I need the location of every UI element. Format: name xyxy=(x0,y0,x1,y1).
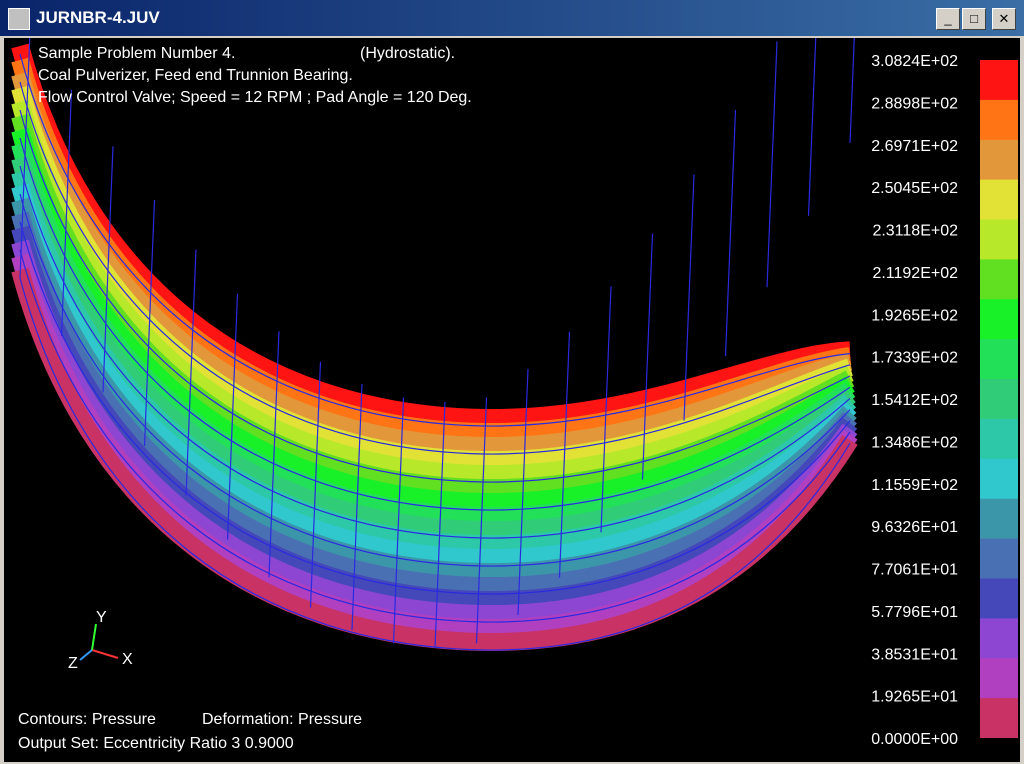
mesh-line xyxy=(19,81,851,455)
mesh-line xyxy=(19,221,851,595)
window-title: JURNBR-4.JUV xyxy=(36,8,160,27)
legend-swatch xyxy=(980,698,1018,738)
legend-swatch xyxy=(980,618,1018,659)
footer-line: Contours: Pressure xyxy=(18,711,156,728)
legend-label: 2.6971E+02 xyxy=(871,138,958,155)
mesh-line xyxy=(807,38,817,216)
mesh-line xyxy=(19,53,851,427)
mesh-line xyxy=(226,293,239,540)
legend-label: 9.6326E+01 xyxy=(871,519,958,536)
legend-swatch xyxy=(980,179,1018,221)
app-icon xyxy=(8,8,30,30)
legend-swatch xyxy=(980,139,1018,181)
minimize-button[interactable]: _ xyxy=(936,8,960,30)
legend-swatch xyxy=(980,259,1018,300)
mesh-line xyxy=(600,286,612,533)
mesh-line xyxy=(475,397,488,644)
footer-line: Deformation: Pressure xyxy=(202,711,362,728)
legend-swatch xyxy=(980,458,1018,500)
header-line: (Hydrostatic). xyxy=(360,45,455,62)
header-line: Flow Control Valve; Speed = 12 RPM ; Pad… xyxy=(38,89,472,106)
plot-area: Sample Problem Number 4. (Hydrostatic). … xyxy=(4,38,1020,762)
legend-swatch xyxy=(980,60,1018,101)
mesh-line xyxy=(641,233,654,480)
y-axis xyxy=(91,623,97,651)
legend-label: 1.1559E+02 xyxy=(871,477,958,494)
legend-label: 3.8531E+01 xyxy=(871,646,958,663)
mesh-line xyxy=(724,109,737,357)
legend-label: 1.9265E+02 xyxy=(871,307,958,324)
z-axis xyxy=(79,649,93,661)
legend-label: 2.3118E+02 xyxy=(872,223,958,240)
mesh-line xyxy=(517,368,529,615)
contour-band xyxy=(11,267,858,652)
legend-label: 1.5412E+02 xyxy=(871,392,958,409)
mesh-line xyxy=(19,277,851,651)
x-axis xyxy=(91,649,119,659)
legend-swatch xyxy=(980,299,1018,340)
legend-swatch xyxy=(980,578,1018,619)
y-label: Y xyxy=(96,609,107,626)
header-line: Coal Pulverizer, Feed end Trunnion Beari… xyxy=(38,67,353,84)
mesh-line xyxy=(434,401,446,649)
legend-label: 1.9265E+01 xyxy=(871,689,958,706)
mesh-line xyxy=(558,331,571,578)
maximize-button[interactable]: □ xyxy=(962,8,986,30)
title-bar: JURNBR-4.JUV _ □ ✕ xyxy=(0,0,1024,36)
legend-label: 1.7339E+02 xyxy=(871,350,958,367)
mesh-line xyxy=(19,249,851,623)
legend-swatch xyxy=(980,418,1018,460)
legend-label: 2.1192E+02 xyxy=(872,265,958,282)
legend-swatch xyxy=(980,538,1018,579)
header-line: Sample Problem Number 4. xyxy=(38,45,235,62)
mesh-line xyxy=(143,199,156,447)
legend-swatch xyxy=(980,658,1018,699)
mesh-line xyxy=(19,165,851,539)
footer-line: Output Set: Eccentricity Ratio 3 0.9000 xyxy=(18,735,294,752)
z-label: Z xyxy=(68,655,78,672)
mesh-line xyxy=(185,249,197,496)
mesh-line xyxy=(392,397,405,644)
legend-swatch xyxy=(980,99,1018,141)
legend-label: 5.7796E+01 xyxy=(871,604,958,621)
legend-swatch xyxy=(980,339,1018,380)
legend-label: 7.7061E+01 xyxy=(871,562,958,579)
legend-swatch xyxy=(980,498,1018,540)
mesh-line xyxy=(351,383,363,630)
mesh-line xyxy=(766,41,778,288)
mesh-line xyxy=(268,331,280,578)
mesh-line xyxy=(849,38,855,144)
mesh-line xyxy=(19,137,851,511)
x-label: X xyxy=(122,651,133,668)
mesh-line xyxy=(19,109,851,483)
mesh-line xyxy=(683,174,695,421)
legend-label: 2.5045E+02 xyxy=(871,180,958,197)
legend-swatch xyxy=(980,219,1018,260)
mesh-line xyxy=(309,361,322,608)
axis-triad: X Y Z xyxy=(68,609,133,672)
close-button[interactable]: ✕ xyxy=(992,8,1016,30)
mesh xyxy=(11,38,858,652)
mesh-line xyxy=(60,89,73,336)
legend-label: 2.8898E+02 xyxy=(871,95,958,112)
legend-swatch xyxy=(980,379,1018,420)
mesh-line xyxy=(19,193,851,567)
legend-label: 1.3486E+02 xyxy=(871,434,958,451)
legend: 3.0824E+02 2.8898E+02 2.6971E+02 2.5045E+02… xyxy=(871,53,1018,748)
mesh-line xyxy=(19,38,31,279)
legend-label: 3.0824E+02 xyxy=(871,53,958,70)
legend-label: 0.0000E+00 xyxy=(871,731,958,748)
mesh-line xyxy=(102,146,114,393)
